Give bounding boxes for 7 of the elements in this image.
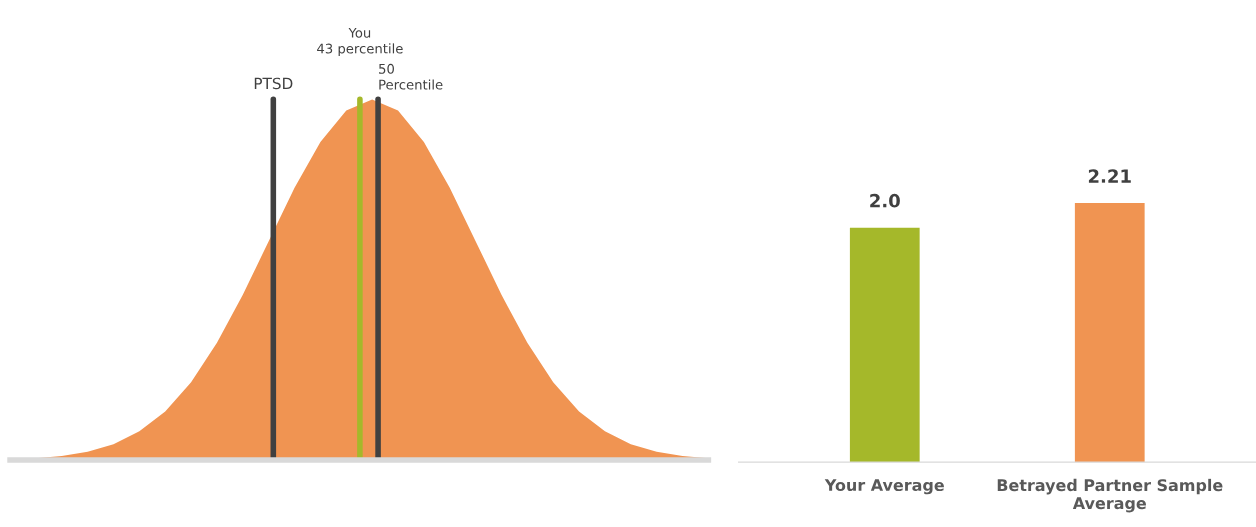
x-tick-label: Betrayed Partner Sample Average: [997, 478, 1223, 513]
text: You 43 percentile: [317, 27, 403, 57]
text: PTSD: [254, 77, 293, 90]
data-label: 2.21: [1088, 169, 1131, 183]
x-tick-label: Your Average: [824, 479, 944, 495]
text: 50 Percentile: [379, 63, 443, 90]
data-label: 2.0: [870, 193, 900, 208]
